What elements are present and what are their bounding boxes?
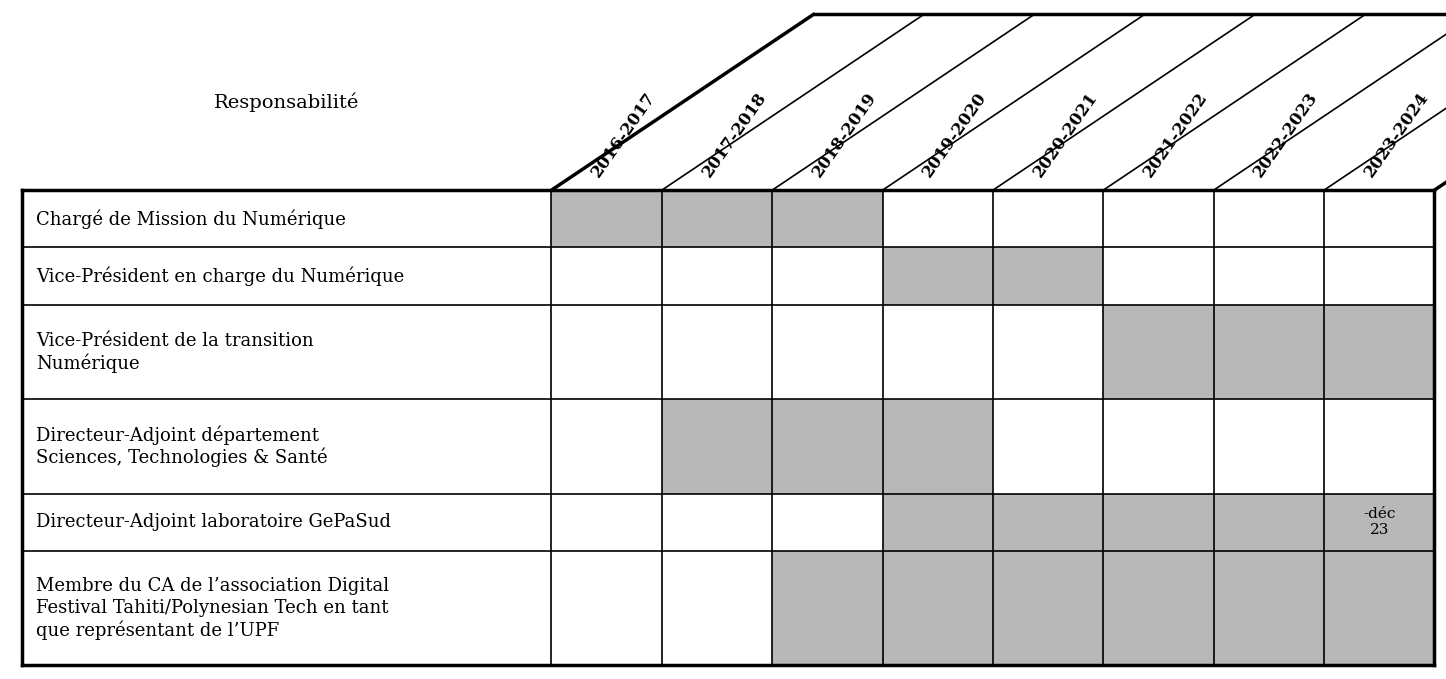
Text: Directeur-Adjoint département: Directeur-Adjoint département	[36, 426, 320, 445]
Text: 2021-2022: 2021-2022	[1141, 89, 1212, 180]
Bar	[1325, 551, 1434, 665]
Bar	[882, 399, 993, 494]
Bar	[1213, 551, 1325, 665]
Bar	[1325, 494, 1434, 551]
Text: Numérique: Numérique	[36, 353, 140, 373]
Text: Membre du CA de l’association Digital: Membre du CA de l’association Digital	[36, 577, 389, 595]
Bar	[1103, 551, 1213, 665]
Text: 2020-2021: 2020-2021	[1030, 89, 1100, 180]
Text: Directeur-Adjoint laboratoire GePaSud: Directeur-Adjoint laboratoire GePaSud	[36, 513, 392, 531]
Text: Vice-Président de la transition: Vice-Président de la transition	[36, 332, 314, 350]
Text: Responsabilité: Responsabilité	[214, 92, 359, 111]
Bar	[1103, 305, 1213, 399]
Text: -déc
23: -déc 23	[1364, 507, 1395, 537]
Text: 2017-2018: 2017-2018	[698, 89, 769, 180]
Text: Sciences, Technologies & Santé: Sciences, Technologies & Santé	[36, 447, 328, 467]
Text: 2023-2024: 2023-2024	[1361, 89, 1432, 180]
Text: 2019-2020: 2019-2020	[920, 89, 991, 180]
Bar	[772, 551, 882, 665]
Bar	[993, 551, 1103, 665]
Bar	[662, 399, 772, 494]
Bar	[993, 247, 1103, 305]
Bar	[882, 551, 993, 665]
Text: 2022-2023: 2022-2023	[1251, 88, 1322, 180]
Bar	[772, 190, 882, 247]
Bar	[662, 190, 772, 247]
Bar	[1103, 494, 1213, 551]
Text: que représentant de l’UPF: que représentant de l’UPF	[36, 620, 279, 640]
Bar	[551, 190, 662, 247]
Text: 2016-2017: 2016-2017	[589, 89, 659, 180]
Text: 2018-2019: 2018-2019	[810, 89, 881, 180]
Bar	[882, 494, 993, 551]
Bar	[1325, 305, 1434, 399]
Bar	[1213, 494, 1325, 551]
Bar	[882, 247, 993, 305]
Bar	[772, 399, 882, 494]
Text: Chargé de Mission du Numérique: Chargé de Mission du Numérique	[36, 209, 346, 229]
Text: Vice-Président en charge du Numérique: Vice-Président en charge du Numérique	[36, 266, 405, 286]
Bar	[1213, 305, 1325, 399]
Bar	[993, 494, 1103, 551]
Text: Festival Tahiti/Polynesian Tech en tant: Festival Tahiti/Polynesian Tech en tant	[36, 599, 389, 617]
